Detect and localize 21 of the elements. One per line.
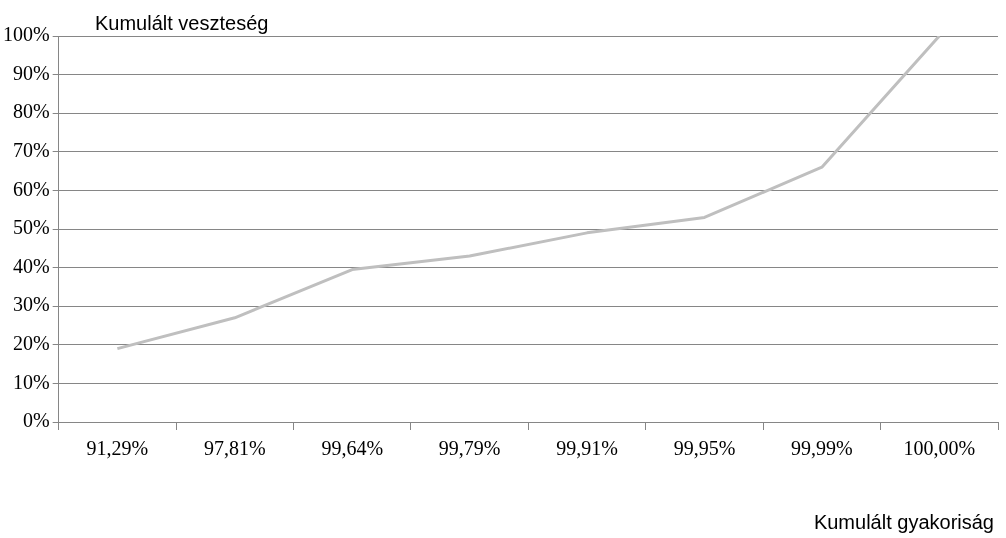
y-tick-label: 100%: [2, 23, 50, 46]
x-tick-label: 99,91%: [556, 437, 618, 460]
x-tick-label: 97,81%: [203, 437, 266, 460]
x-tick-label: 99,95%: [673, 437, 736, 460]
x-tick-label: 99,64%: [321, 437, 384, 460]
x-axis-title: Kumulált gyakoriság: [813, 511, 994, 534]
y-tick-label: 50%: [12, 216, 50, 239]
y-tick-label: 60%: [12, 177, 50, 200]
x-tick-label: 91,29%: [86, 437, 149, 460]
x-tick-label: 100,00%: [903, 437, 976, 460]
y-tick-label: 40%: [12, 254, 50, 277]
y-tick-label: 20%: [12, 332, 50, 355]
y-tick-label: 0%: [22, 409, 50, 432]
x-tick-label: 99,79%: [438, 437, 501, 460]
y-tick-label: 90%: [12, 61, 50, 84]
y-tick-label: 70%: [12, 139, 50, 162]
y-tick-label: 30%: [12, 293, 50, 316]
x-tick-label: 99,99%: [791, 437, 853, 460]
y-tick-label: 80%: [12, 100, 50, 123]
y-axis-title: Kumulált veszteség: [95, 12, 269, 35]
y-tick-label: 10%: [12, 370, 50, 393]
